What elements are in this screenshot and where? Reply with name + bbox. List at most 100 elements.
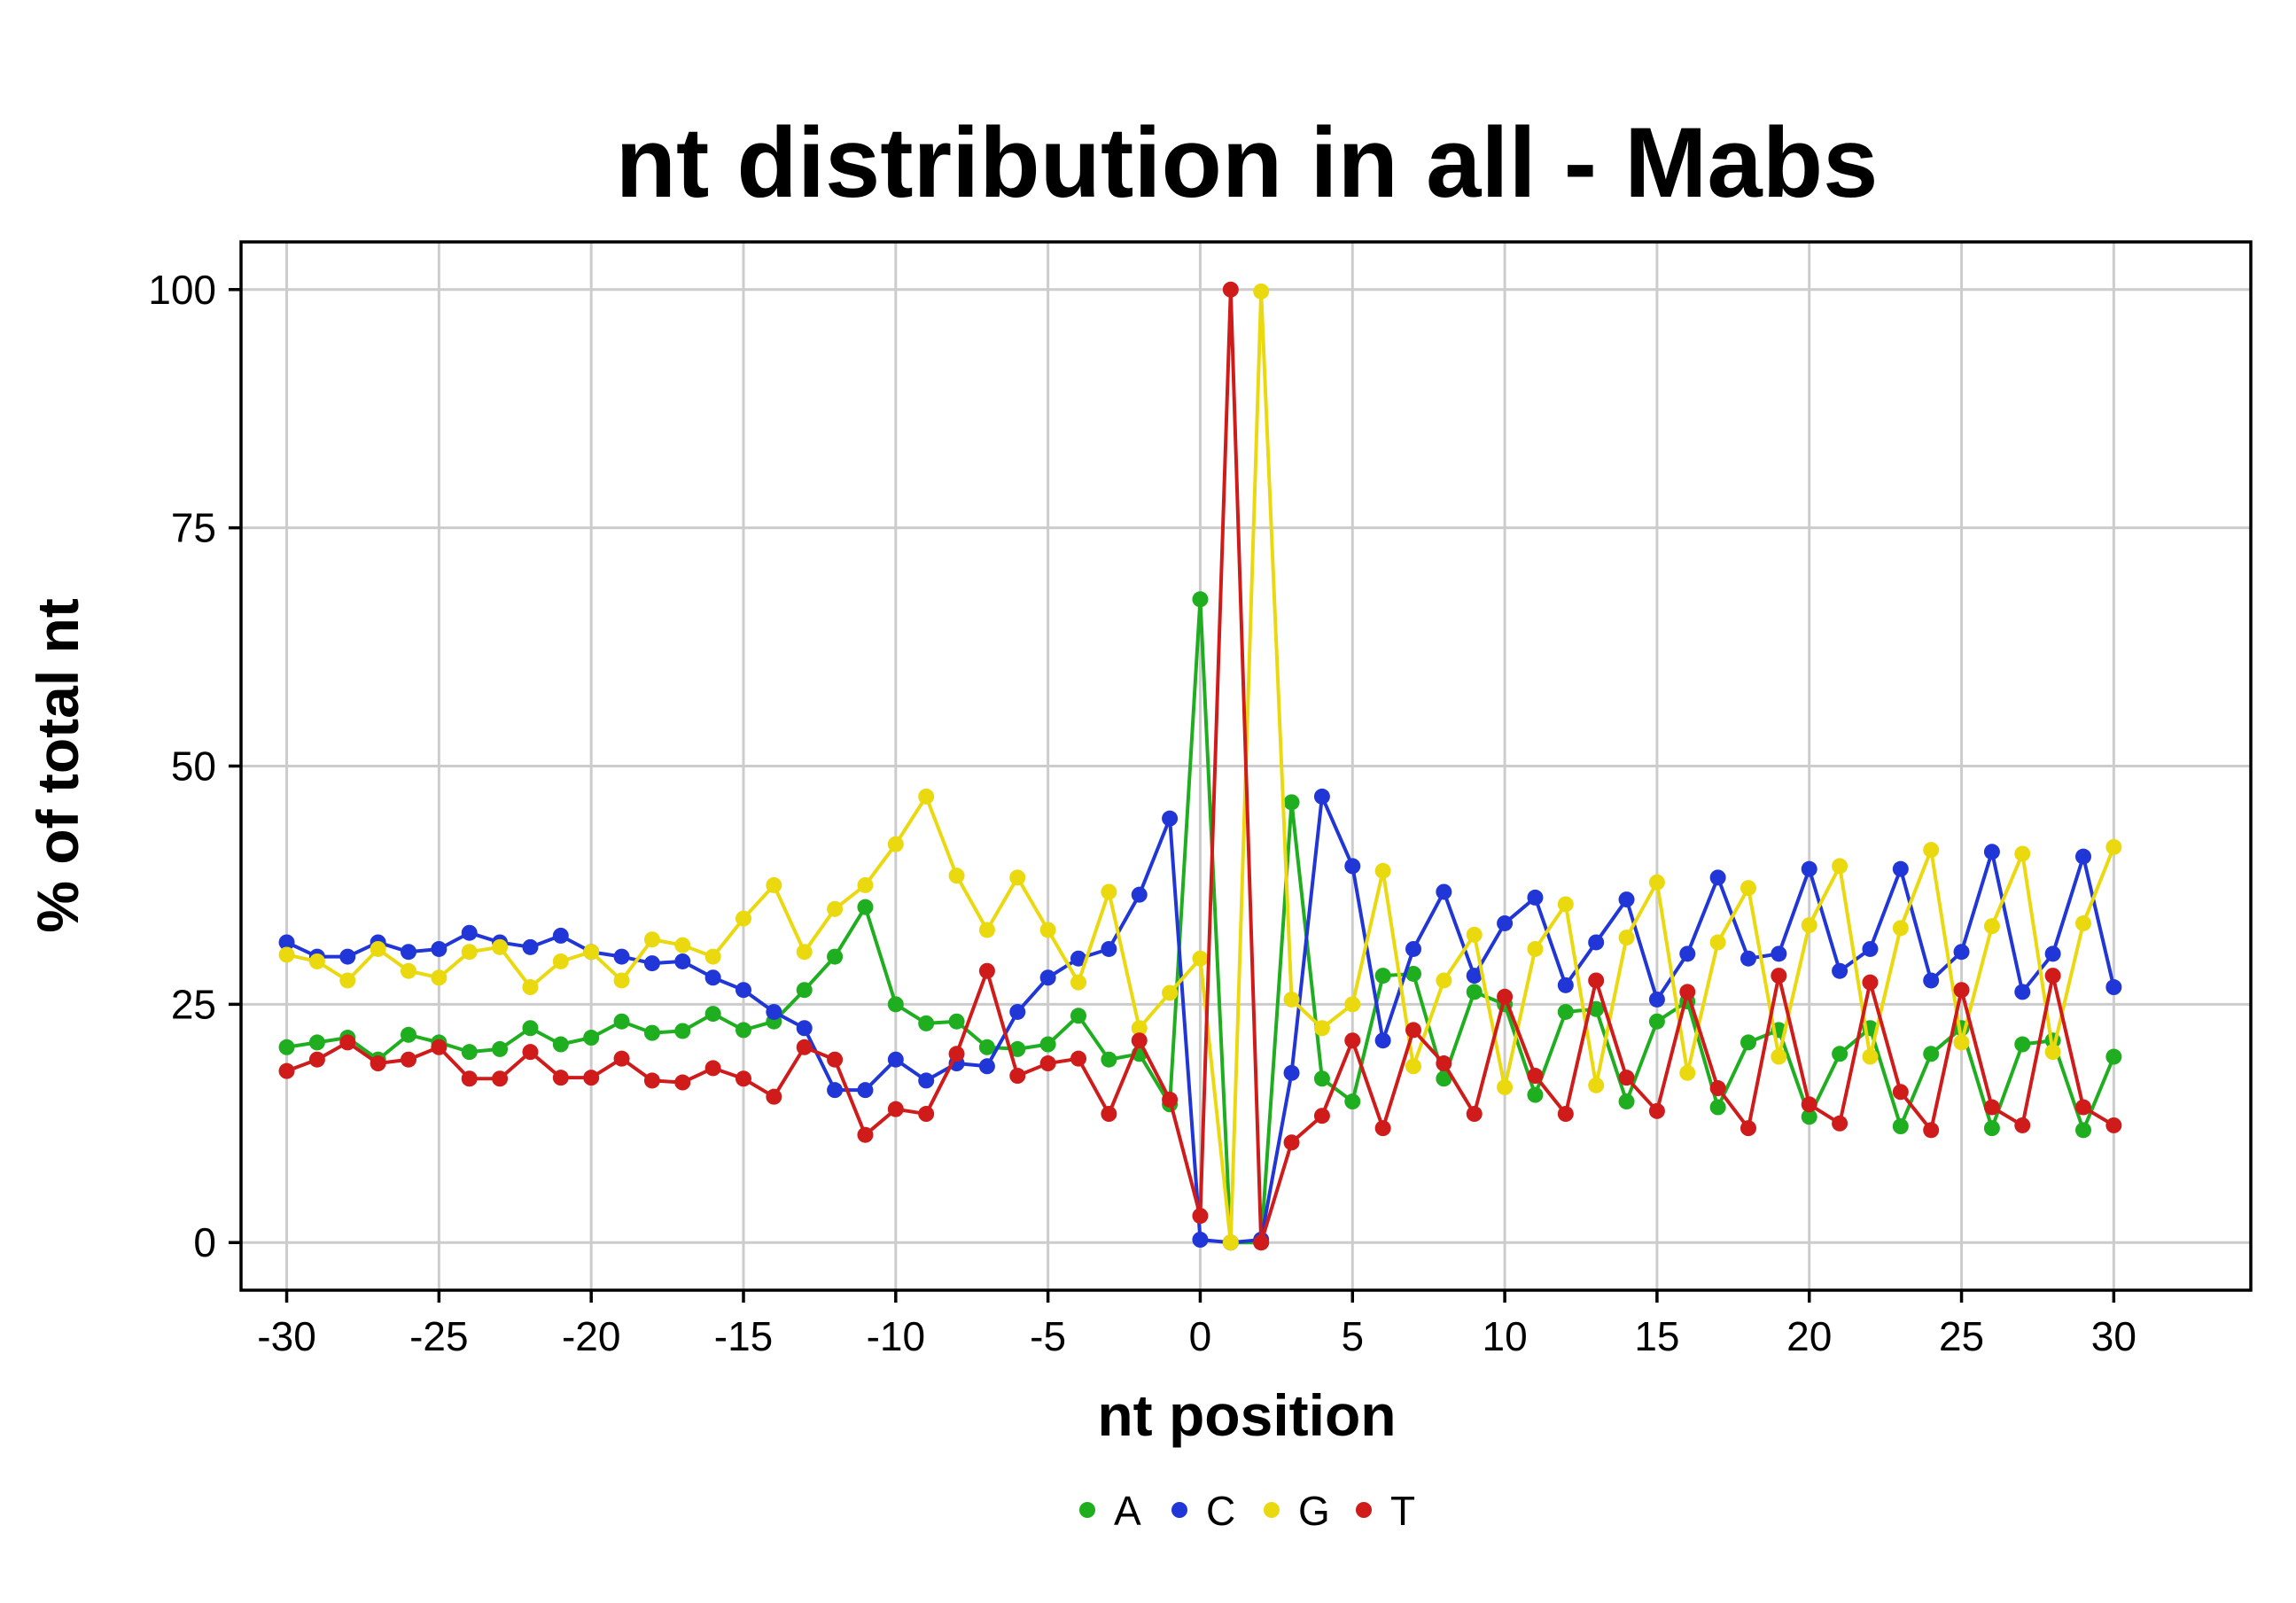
data-point-G bbox=[583, 944, 600, 961]
data-point-A bbox=[1709, 1099, 1726, 1116]
data-point-T bbox=[431, 1039, 448, 1055]
data-point-C bbox=[1344, 858, 1361, 875]
x-tick-label: 15 bbox=[1634, 1313, 1679, 1359]
data-point-A bbox=[948, 1013, 965, 1030]
y-tick-label: 75 bbox=[171, 505, 216, 551]
y-tick-label: 25 bbox=[171, 981, 216, 1027]
x-tick-label: -10 bbox=[867, 1313, 925, 1359]
data-point-G bbox=[1801, 917, 1817, 934]
data-point-C bbox=[1192, 1232, 1209, 1249]
data-point-A bbox=[1039, 1036, 1056, 1053]
data-point-C bbox=[1709, 869, 1726, 886]
data-point-G bbox=[1101, 883, 1117, 900]
data-point-C bbox=[857, 1082, 874, 1099]
data-point-T bbox=[1588, 972, 1605, 989]
data-point-A bbox=[522, 1020, 539, 1037]
data-point-G bbox=[1192, 950, 1209, 967]
data-point-G bbox=[370, 940, 386, 957]
y-tick-label: 100 bbox=[148, 267, 216, 313]
legend-label: C bbox=[1206, 1488, 1235, 1534]
x-tick-label: 20 bbox=[1786, 1313, 1832, 1359]
data-point-G bbox=[674, 937, 691, 953]
data-point-A bbox=[552, 1036, 569, 1053]
data-point-T bbox=[1497, 988, 1514, 1005]
data-point-T bbox=[2105, 1117, 2122, 1133]
data-point-C bbox=[461, 924, 478, 941]
data-point-C bbox=[1557, 977, 1574, 993]
data-point-T bbox=[1618, 1070, 1635, 1086]
data-point-G bbox=[552, 953, 569, 969]
data-point-G bbox=[1983, 918, 2000, 935]
legend-item-C: C bbox=[1171, 1488, 1235, 1534]
chart-title: nt distribution in all - Mabs bbox=[616, 107, 1879, 218]
data-point-C bbox=[766, 1003, 782, 1020]
data-point-A bbox=[1648, 1013, 1665, 1030]
data-point-T bbox=[1557, 1106, 1574, 1123]
data-point-G bbox=[1466, 926, 1483, 943]
data-point-T bbox=[1740, 1120, 1756, 1137]
data-point-C bbox=[1892, 860, 1909, 877]
data-point-G bbox=[492, 938, 509, 955]
data-point-A bbox=[918, 1015, 935, 1031]
data-point-C bbox=[918, 1072, 935, 1089]
data-point-A bbox=[887, 996, 904, 1013]
x-tick-label: -30 bbox=[257, 1313, 315, 1359]
data-point-C bbox=[1313, 788, 1330, 805]
data-point-G bbox=[1162, 984, 1179, 1001]
data-point-A bbox=[643, 1024, 660, 1041]
data-point-A bbox=[978, 1039, 995, 1055]
data-point-G bbox=[1313, 1020, 1330, 1037]
data-point-T bbox=[1709, 1080, 1726, 1097]
data-point-G bbox=[1618, 930, 1635, 946]
data-point-T bbox=[1039, 1055, 1056, 1072]
data-point-C bbox=[1101, 940, 1117, 957]
data-point-T bbox=[2014, 1117, 2031, 1133]
data-point-A bbox=[1740, 1034, 1756, 1051]
data-point-A bbox=[461, 1044, 478, 1061]
data-point-C bbox=[1283, 1064, 1300, 1081]
data-point-G bbox=[948, 868, 965, 884]
data-point-G bbox=[1131, 1020, 1148, 1037]
legend-marker bbox=[1356, 1502, 1372, 1518]
data-point-G bbox=[522, 979, 539, 996]
data-point-C bbox=[522, 938, 539, 955]
data-point-C bbox=[887, 1051, 904, 1068]
data-point-T bbox=[1222, 281, 1239, 298]
data-point-G bbox=[2105, 838, 2122, 855]
data-point-T bbox=[1862, 974, 1879, 991]
data-point-C bbox=[1070, 950, 1086, 967]
data-point-G bbox=[401, 962, 416, 979]
legend-marker bbox=[1171, 1502, 1187, 1518]
data-point-T bbox=[1832, 1115, 1848, 1132]
data-point-A bbox=[613, 1013, 630, 1030]
data-point-C bbox=[1162, 810, 1179, 827]
data-point-G bbox=[857, 876, 874, 893]
legend-item-A: A bbox=[1079, 1488, 1141, 1534]
data-point-G bbox=[1771, 1048, 1787, 1065]
data-point-A bbox=[1009, 1040, 1026, 1057]
data-point-T bbox=[1679, 984, 1696, 1000]
data-point-T bbox=[1983, 1099, 2000, 1116]
data-point-G bbox=[704, 948, 721, 965]
x-tick-label: 0 bbox=[1189, 1313, 1212, 1359]
data-point-A bbox=[492, 1040, 509, 1057]
data-point-C bbox=[1436, 883, 1452, 900]
x-tick-label: 25 bbox=[1939, 1313, 1984, 1359]
data-point-A bbox=[1405, 965, 1421, 982]
data-point-G bbox=[1436, 972, 1452, 989]
data-point-T bbox=[308, 1051, 325, 1068]
x-axis-label: nt position bbox=[1097, 1382, 1396, 1448]
data-point-C bbox=[1527, 889, 1544, 906]
data-point-G bbox=[978, 922, 995, 938]
data-point-C bbox=[735, 982, 751, 999]
data-point-T bbox=[401, 1051, 416, 1068]
data-point-C bbox=[1405, 940, 1421, 957]
legend-marker bbox=[1079, 1502, 1095, 1518]
series-layer bbox=[278, 281, 2122, 1251]
data-point-C bbox=[1983, 844, 2000, 860]
data-point-T bbox=[1070, 1050, 1086, 1067]
data-point-T bbox=[1009, 1068, 1026, 1085]
data-point-A bbox=[1313, 1070, 1330, 1087]
data-point-G bbox=[1374, 862, 1391, 879]
